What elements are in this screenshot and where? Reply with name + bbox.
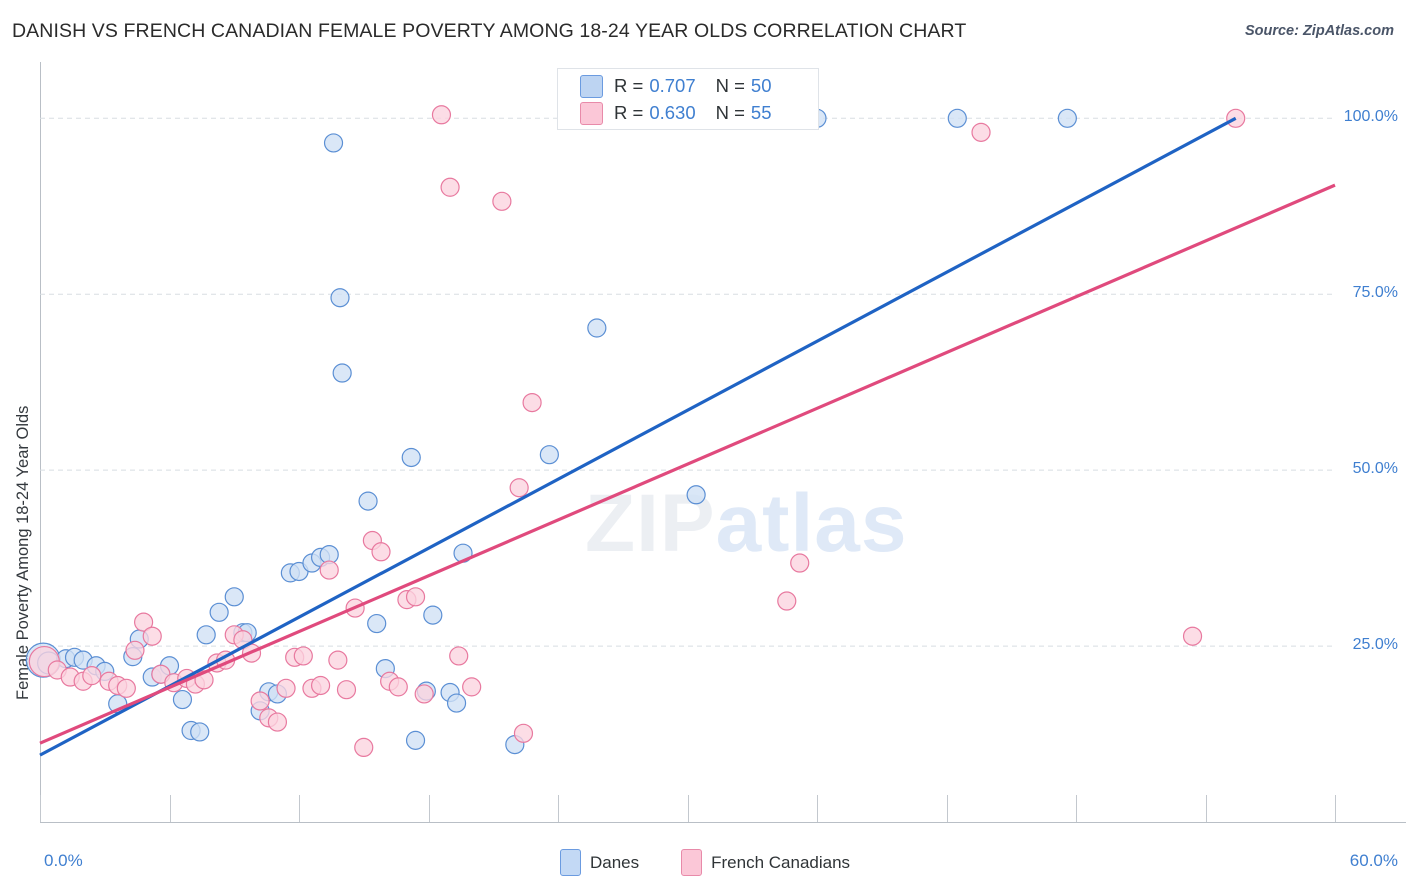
- legend-n-value-danes: 50: [750, 75, 772, 96]
- x-axis-tick: [1205, 795, 1207, 822]
- scatter-point: [142, 626, 162, 646]
- series-swatch-danes: [560, 849, 581, 876]
- scatter-point: [971, 122, 991, 142]
- scatter-point: [587, 318, 607, 338]
- legend-r-value-danes: 0.707: [649, 75, 696, 96]
- scatter-point: [330, 288, 350, 308]
- scatter-point: [401, 447, 421, 468]
- legend-r-label-danes: R =: [614, 75, 644, 96]
- scatter-point: [440, 177, 460, 197]
- scatter-point: [686, 485, 706, 505]
- scatter-point: [462, 677, 482, 697]
- scatter-point: [405, 730, 426, 750]
- scatter-point: [267, 712, 288, 732]
- scatter-point: [354, 737, 374, 758]
- scatter-point: [319, 560, 339, 580]
- scatter-point: [509, 478, 529, 498]
- scatter-point: [790, 553, 810, 573]
- scatter-point: [388, 677, 408, 697]
- legend-row-danes: R = 0.707 N = 50: [580, 73, 772, 99]
- scatter-point: [82, 666, 102, 686]
- y-axis-tick-label: 75.0%: [1352, 284, 1398, 302]
- scatter-point: [423, 605, 443, 625]
- x-axis-tick: [558, 795, 559, 822]
- y-axis-tick-label: 25.0%: [1352, 636, 1398, 654]
- x-axis-tick: [1076, 795, 1077, 822]
- page-title: DANISH VS FRENCH CANADIAN FEMALE POVERTY…: [12, 20, 967, 42]
- y-axis-tick-label: 100.0%: [1343, 108, 1398, 126]
- x-axis-line: [40, 822, 1406, 823]
- scatter-point: [190, 722, 210, 742]
- series-legend-item-french-canadians[interactable]: French Canadians: [681, 849, 850, 876]
- scatter-point: [358, 491, 378, 511]
- scatter-point: [405, 587, 426, 607]
- series-legend: Danes French Canadians: [560, 849, 850, 876]
- x-axis-label-max: 60.0%: [1349, 851, 1398, 870]
- legend-n-label-french-canadians: N =: [715, 102, 745, 123]
- scatter-point: [172, 689, 193, 710]
- series-label-danes: Danes: [590, 852, 640, 872]
- scatter-point: [209, 602, 229, 622]
- scatter-point: [224, 587, 244, 607]
- legend-swatch-danes: [580, 74, 603, 98]
- x-axis-tick: [169, 795, 171, 822]
- trendline: [39, 183, 1336, 745]
- x-axis-tick: [687, 795, 689, 822]
- trendlines: [39, 116, 1336, 757]
- legend-n-label-danes: N =: [715, 75, 745, 96]
- y-axis-line: [40, 62, 41, 822]
- scatter-point: [336, 680, 357, 700]
- scatter-point: [449, 646, 469, 666]
- scatter-point: [250, 691, 270, 711]
- scatter-point: [125, 640, 145, 660]
- source-attribution: Source: ZipAtlas.com: [1244, 23, 1394, 39]
- scatter-point: [414, 684, 434, 704]
- x-axis-tick: [428, 795, 430, 822]
- x-axis-tick: [299, 795, 300, 822]
- x-axis-tick: [1335, 795, 1336, 822]
- scatter-point: [323, 133, 344, 153]
- legend-r-label-french-canadians: R =: [614, 102, 644, 123]
- scatter-point: [293, 646, 313, 666]
- scatter-point: [492, 191, 512, 211]
- series-swatch-french-canadians: [681, 849, 703, 876]
- scatter-point: [1182, 626, 1203, 646]
- legend-swatch-french-canadians: [580, 101, 603, 125]
- scatter-point: [310, 675, 331, 696]
- scatter-point: [328, 650, 348, 670]
- scatter-point: [522, 392, 542, 413]
- scatter-point: [539, 445, 559, 465]
- scatter-point: [947, 108, 967, 128]
- scatter-point: [431, 105, 452, 125]
- legend-n-value-french-canadians: 55: [750, 102, 772, 123]
- x-axis-tick: [946, 795, 948, 822]
- legend-r-value-french-canadians: 0.630: [649, 102, 696, 123]
- scatter-point: [133, 612, 154, 632]
- y-axis-title: Female Poverty Among 18-24 Year Olds: [14, 405, 32, 700]
- scatter-point: [332, 363, 352, 383]
- scatter-point: [777, 591, 797, 611]
- legend-row-french-canadians: R = 0.630 N = 55: [580, 100, 772, 126]
- scatter-point: [1057, 108, 1077, 128]
- scatter-point: [196, 625, 216, 645]
- trendline: [39, 116, 1237, 757]
- scatter-point: [276, 678, 296, 698]
- correlation-legend: R = 0.707 N = 50 R = 0.630 N = 55: [557, 68, 819, 130]
- y-axis-tick-label: 50.0%: [1352, 460, 1398, 478]
- series-label-french-canadians: French Canadians: [711, 852, 851, 872]
- x-axis-tick: [40, 795, 41, 822]
- scatter-point: [116, 678, 136, 698]
- scatter-point: [513, 723, 534, 743]
- series-legend-item-danes[interactable]: Danes: [560, 849, 639, 876]
- x-axis-tick: [817, 795, 818, 822]
- scatter-point: [371, 542, 391, 562]
- scatter-point: [446, 693, 467, 713]
- scatter-point: [367, 613, 387, 634]
- plot-area: ZIPatlas: [25, 62, 1336, 822]
- x-axis-label-min: 0.0%: [44, 851, 83, 870]
